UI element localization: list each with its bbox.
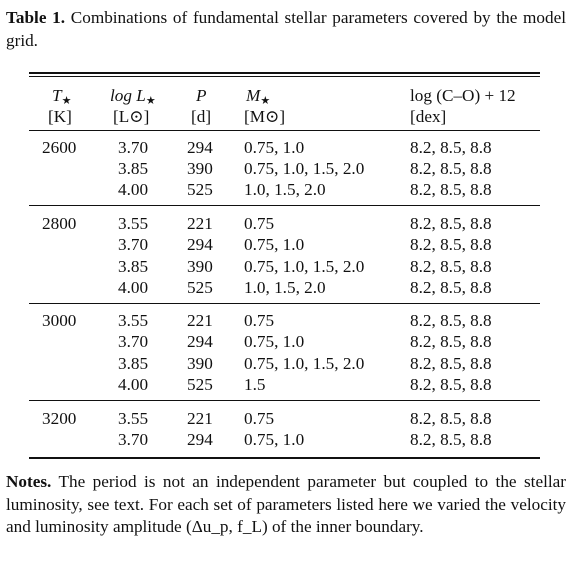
cell-mass: 0.75 [244,214,275,233]
unit-abundance: [dex] [410,107,447,126]
cell-logL: 4.00 [118,375,149,394]
cell-abundance: 8.2, 8.5, 8.8 [410,235,492,254]
cell-period: 390 [187,159,213,178]
cell-period: 294 [187,138,213,157]
cell-period: 221 [187,409,213,428]
table-caption: Table 1. Combinations of fundamental ste… [6,6,566,52]
cell-mass: 1.0, 1.5, 2.0 [244,278,326,297]
group-temperature: 3200 [42,409,77,428]
cell-period: 294 [187,235,213,254]
cell-logL: 3.70 [118,138,149,157]
cell-mass: 0.75, 1.0, 1.5, 2.0 [244,257,365,276]
table-label: Table 1. [6,8,66,27]
cell-period: 390 [187,257,213,276]
cell-mass: 0.75, 1.0, 1.5, 2.0 [244,354,365,373]
cell-logL: 3.55 [118,311,149,330]
cell-logL: 3.85 [118,354,149,373]
notes-label: Notes. [6,472,52,491]
cell-abundance: 8.2, 8.5, 8.8 [410,375,492,394]
cell-mass: 0.75, 1.0 [244,138,305,157]
cell-period: 390 [187,354,213,373]
group-temperature: 2800 [42,214,77,233]
unit-luminosity: [L⊙] [113,107,150,126]
unit-period: [d] [191,107,212,126]
cell-logL: 3.85 [118,159,149,178]
header-rule [29,130,540,131]
cell-abundance: 8.2, 8.5, 8.8 [410,354,492,373]
cell-abundance: 8.2, 8.5, 8.8 [410,138,492,157]
header-period: P [196,86,207,105]
cell-period: 525 [187,278,213,297]
cell-abundance: 8.2, 8.5, 8.8 [410,332,492,351]
cell-logL: 3.55 [118,409,149,428]
cell-mass: 0.75, 1.0 [244,430,305,449]
header-mass: M★ [246,86,271,107]
notes-text: The period is not an independent paramet… [6,472,566,536]
cell-mass: 0.75, 1.0 [244,235,305,254]
header-abundance: log (C–O) + 12 [410,86,516,105]
group-rule [29,400,540,401]
cell-period: 221 [187,311,213,330]
header-temperature: T★ [52,86,72,107]
cell-mass: 0.75, 1.0, 1.5, 2.0 [244,159,365,178]
cell-abundance: 8.2, 8.5, 8.8 [410,214,492,233]
cell-abundance: 8.2, 8.5, 8.8 [410,278,492,297]
top-rule-secondary [29,76,540,77]
cell-logL: 3.70 [118,235,149,254]
cell-mass: 1.0, 1.5, 2.0 [244,180,326,199]
cell-abundance: 8.2, 8.5, 8.8 [410,311,492,330]
cell-mass: 0.75 [244,311,275,330]
group-temperature: 3000 [42,311,77,330]
bottom-rule [29,457,540,459]
group-rule [29,303,540,304]
cell-logL: 4.00 [118,278,149,297]
cell-logL: 3.55 [118,214,149,233]
group-temperature: 2600 [42,138,77,157]
unit-mass: [M⊙] [244,107,286,126]
cell-logL: 3.70 [118,430,149,449]
table-notes: Notes. The period is not an independent … [6,471,566,539]
cell-abundance: 8.2, 8.5, 8.8 [410,409,492,428]
cell-abundance: 8.2, 8.5, 8.8 [410,430,492,449]
header-luminosity: log L★ [110,86,156,107]
cell-period: 294 [187,332,213,351]
top-rule [29,72,540,74]
cell-mass: 0.75, 1.0 [244,332,305,351]
group-rule [29,205,540,206]
cell-period: 525 [187,375,213,394]
cell-period: 525 [187,180,213,199]
cell-abundance: 8.2, 8.5, 8.8 [410,159,492,178]
cell-period: 221 [187,214,213,233]
cell-logL: 3.85 [118,257,149,276]
cell-period: 294 [187,430,213,449]
cell-abundance: 8.2, 8.5, 8.8 [410,257,492,276]
unit-temperature: [K] [48,107,72,126]
cell-logL: 4.00 [118,180,149,199]
cell-mass: 1.5 [244,375,266,394]
caption-text: Combinations of fundamental stellar para… [6,8,567,50]
cell-abundance: 8.2, 8.5, 8.8 [410,180,492,199]
cell-mass: 0.75 [244,409,275,428]
cell-logL: 3.70 [118,332,149,351]
